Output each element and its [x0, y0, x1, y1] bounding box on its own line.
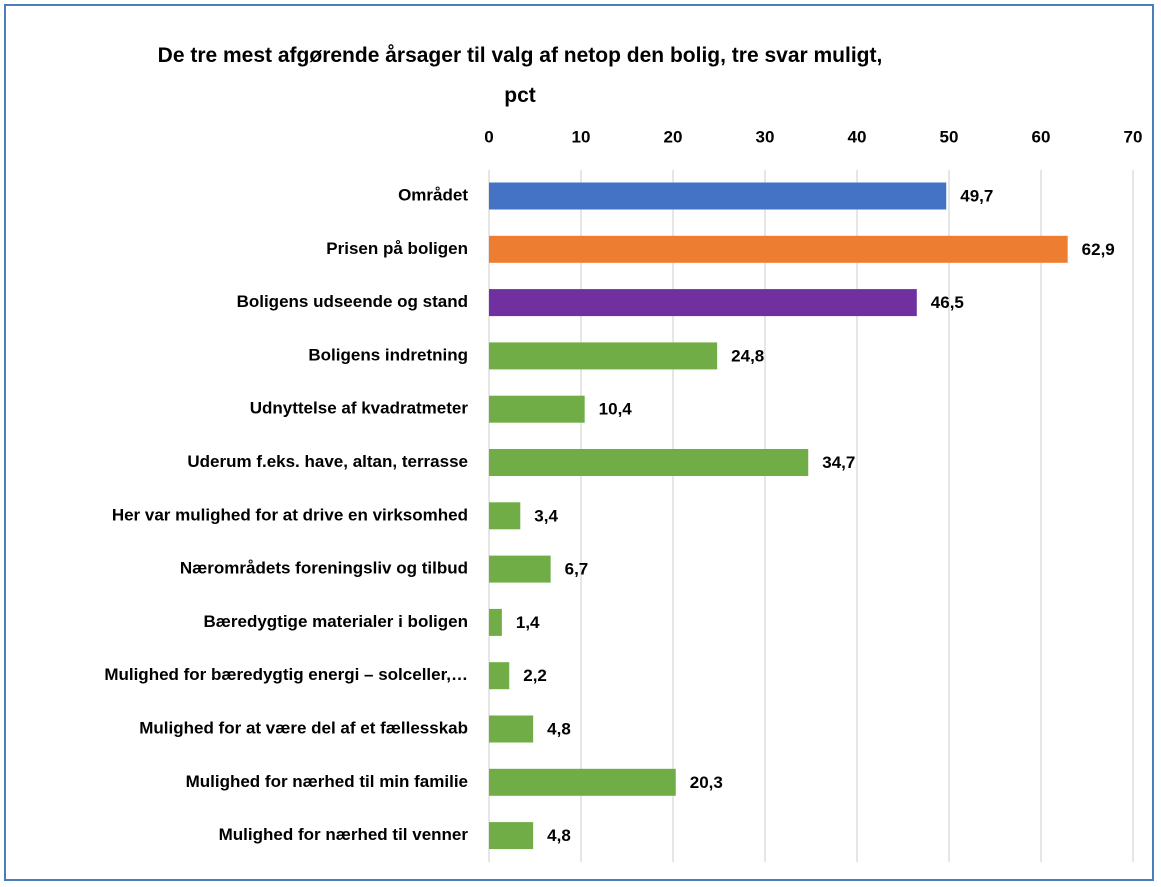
value-label: 4,8 — [547, 719, 571, 738]
chart-border — [4, 4, 1154, 881]
value-label: 4,8 — [547, 826, 571, 845]
y-tick-label: Bæredygtige materialer i boligen — [203, 612, 468, 631]
bar — [489, 768, 676, 796]
y-tick-label: Prisen på boligen — [326, 239, 468, 258]
x-tick-label: 0 — [484, 127, 493, 146]
value-label: 6,7 — [565, 560, 589, 579]
y-tick-label: Uderum f.eks. have, altan, terrasse — [187, 452, 468, 471]
bar — [489, 555, 551, 583]
y-tick-label: Nærområdets foreningsliv og tilbud — [180, 559, 468, 578]
y-tick-label: Boligens indretning — [308, 345, 468, 364]
bar — [489, 182, 947, 210]
y-tick-label: Her var mulighed for at drive en virksom… — [112, 505, 468, 524]
y-tick-label: Mulighed for nærhed til venner — [219, 825, 469, 844]
value-label: 62,9 — [1082, 240, 1115, 259]
bar — [489, 502, 521, 530]
y-tick-label: Mulighed for bæredygtig energi – solcell… — [104, 665, 468, 684]
chart-title: De tre mest afgørende årsager til valg a… — [157, 44, 883, 107]
x-tick-label: 50 — [940, 127, 959, 146]
value-label: 24,8 — [731, 346, 764, 365]
y-tick-label: Boligens udseende og stand — [237, 292, 468, 311]
x-tick-label: 60 — [1032, 127, 1051, 146]
y-tick-label: Mulighed for nærhed til min familie — [186, 772, 468, 791]
bar — [489, 715, 534, 743]
bar — [489, 608, 502, 636]
value-label: 1,4 — [516, 613, 540, 632]
y-tick-label: Mulighed for at være del af et fællesska… — [139, 718, 468, 737]
bar — [489, 289, 917, 317]
bar — [489, 235, 1068, 263]
value-label: 34,7 — [822, 453, 855, 472]
value-label: 3,4 — [534, 506, 558, 525]
x-tick-label: 70 — [1124, 127, 1143, 146]
value-label: 2,2 — [523, 666, 547, 685]
bar — [489, 395, 585, 423]
value-label: 49,7 — [960, 186, 993, 205]
bar — [489, 342, 718, 370]
value-label: 46,5 — [931, 293, 964, 312]
bar — [489, 449, 809, 476]
value-label: 20,3 — [690, 773, 723, 792]
value-label: 10,4 — [599, 400, 633, 419]
y-tick-label: Området — [398, 185, 468, 204]
x-tick-label: 10 — [572, 127, 591, 146]
x-tick-label: 30 — [756, 127, 775, 146]
x-tick-label: 20 — [664, 127, 683, 146]
x-tick-label: 40 — [848, 127, 867, 146]
bar — [489, 662, 510, 690]
y-tick-label: Udnyttelse af kvadratmeter — [250, 399, 469, 418]
bar — [489, 822, 534, 850]
